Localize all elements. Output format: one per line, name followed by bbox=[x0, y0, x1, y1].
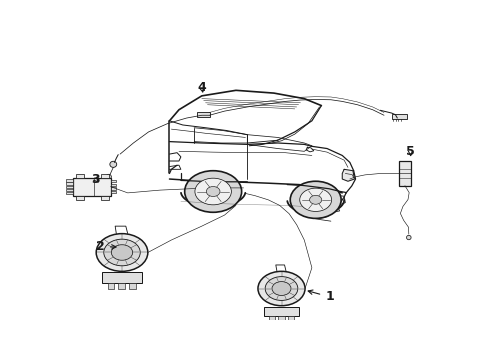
Ellipse shape bbox=[110, 161, 117, 167]
Text: 4: 4 bbox=[197, 81, 206, 94]
Bar bbox=[66, 192, 73, 194]
Circle shape bbox=[310, 195, 322, 204]
Text: 5: 5 bbox=[406, 145, 415, 158]
Circle shape bbox=[272, 282, 291, 296]
Bar bbox=[111, 180, 116, 182]
Bar bbox=[76, 174, 84, 177]
Circle shape bbox=[96, 234, 148, 271]
Bar bbox=[66, 183, 73, 185]
Circle shape bbox=[300, 188, 332, 211]
Circle shape bbox=[195, 178, 231, 205]
Ellipse shape bbox=[106, 174, 111, 179]
Circle shape bbox=[111, 245, 133, 260]
Polygon shape bbox=[342, 169, 354, 181]
Text: 2: 2 bbox=[96, 240, 116, 253]
Text: 1: 1 bbox=[308, 290, 334, 303]
Bar bbox=[278, 316, 285, 321]
Bar bbox=[197, 112, 211, 117]
Bar bbox=[288, 316, 294, 321]
Bar bbox=[118, 283, 125, 288]
Ellipse shape bbox=[407, 235, 411, 240]
Bar bbox=[111, 184, 116, 186]
Circle shape bbox=[104, 239, 140, 266]
Circle shape bbox=[185, 171, 242, 212]
Circle shape bbox=[206, 186, 220, 197]
Polygon shape bbox=[335, 208, 340, 212]
Bar bbox=[66, 185, 73, 188]
Text: 3: 3 bbox=[91, 172, 100, 185]
Bar bbox=[129, 283, 136, 288]
Bar bbox=[111, 188, 116, 190]
Bar bbox=[101, 174, 109, 177]
Circle shape bbox=[265, 276, 298, 301]
Bar bbox=[111, 191, 116, 193]
Bar bbox=[392, 114, 407, 120]
Bar bbox=[66, 189, 73, 191]
Bar bbox=[108, 283, 114, 288]
Bar bbox=[399, 161, 411, 186]
Bar bbox=[76, 195, 84, 200]
Circle shape bbox=[290, 181, 341, 219]
Bar bbox=[264, 307, 299, 316]
Circle shape bbox=[258, 271, 305, 306]
Bar bbox=[73, 177, 111, 195]
Bar bbox=[101, 195, 109, 200]
Bar bbox=[102, 273, 142, 283]
Bar bbox=[269, 316, 275, 321]
Bar bbox=[66, 179, 73, 181]
